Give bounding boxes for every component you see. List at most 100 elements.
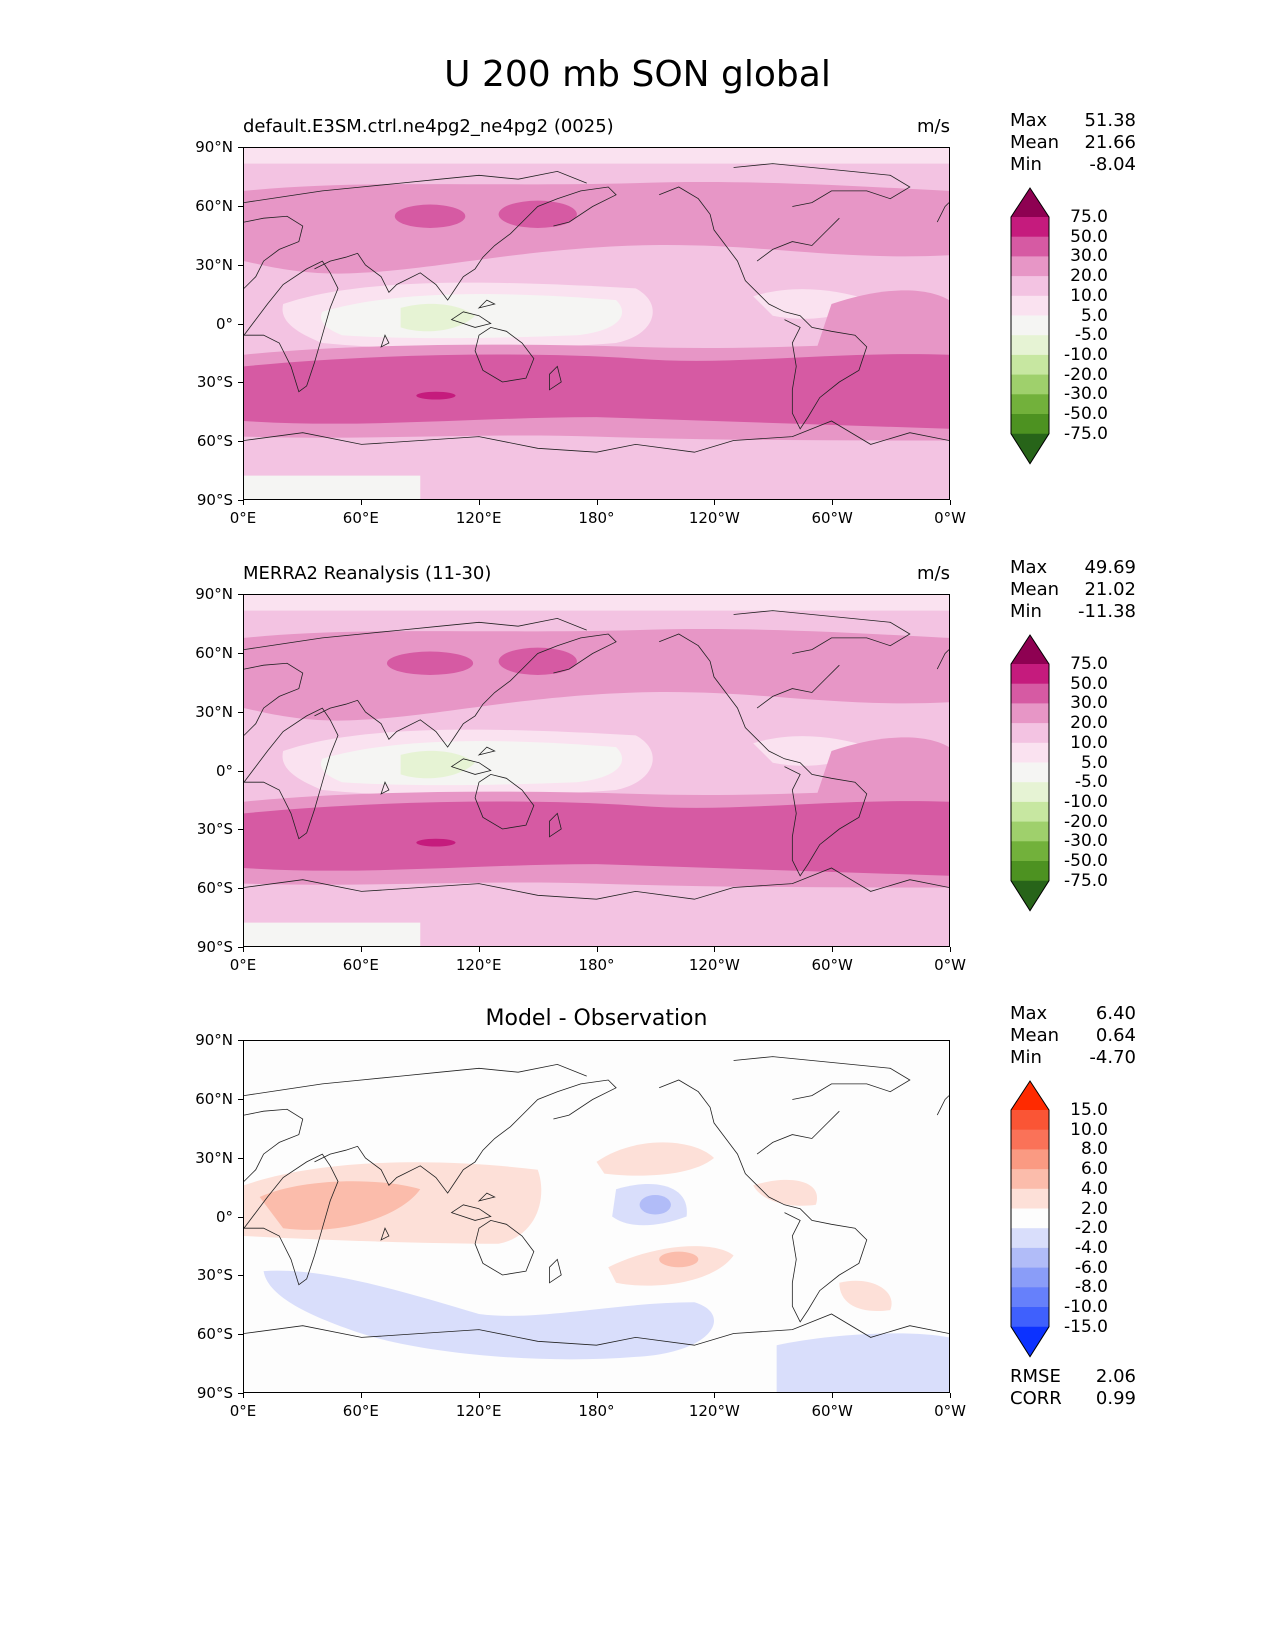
x-tick-label: 120°E (455, 1402, 502, 1420)
reference-stats: Max 49.69 Mean 21.02 Min -11.38 (1010, 557, 1136, 623)
y-tick-label: 90°N (195, 138, 233, 156)
colorbar-tick-label: 8.0 (1080, 1139, 1108, 1160)
coastline-segment (381, 1228, 389, 1240)
x-tick-label: 60°E (342, 956, 379, 974)
x-tick-mark (950, 500, 951, 505)
x-tick-mark (478, 1393, 480, 1398)
y-tick-label: 90°S (196, 938, 233, 956)
diff-map-canvas (244, 1041, 949, 1392)
coastline-segment (452, 1205, 491, 1221)
colorbar-segment (1011, 664, 1049, 685)
coastline-segment (475, 774, 534, 829)
colorbar-tick-label: -10.0 (1064, 344, 1108, 365)
coastline-segment (244, 261, 338, 392)
y-tick-mark (238, 323, 243, 325)
colorbar-segment (1011, 1149, 1049, 1170)
colorbar-extend-min (1011, 880, 1049, 911)
x-tick-mark (596, 1393, 598, 1398)
coastline-segment (315, 1080, 617, 1193)
x-tick-mark (832, 1393, 834, 1398)
colorbar-tick-label: -30.0 (1064, 384, 1108, 405)
colorbar-segment (1011, 236, 1049, 257)
colorbar-segment (1011, 723, 1049, 744)
x-tick-mark (243, 947, 244, 952)
y-tick-label: 60°N (195, 643, 233, 662)
colorbar-tick-label: -6.0 (1074, 1257, 1108, 1278)
colorbar-segment (1011, 703, 1049, 724)
figure-title: U 200 mb SON global (444, 54, 831, 95)
stat-row: Min -8.04 (1010, 154, 1136, 176)
coastline-segment (757, 218, 839, 261)
diff-extra-stats: RMSE 2.06 CORR 0.99 (1010, 1366, 1136, 1410)
stat-row: Min -11.38 (1010, 601, 1136, 623)
coastline-segment (734, 164, 910, 207)
x-tick-label: 120°W (688, 956, 740, 974)
y-tick-mark (238, 947, 243, 948)
colorbar-segment (1011, 374, 1049, 395)
coastline-segment (550, 813, 562, 836)
colorbar-tick-label: -10.0 (1064, 1297, 1108, 1317)
x-tick-mark (714, 947, 716, 952)
x-tick-mark (714, 500, 716, 505)
colorbar-segment (1011, 1129, 1049, 1150)
y-tick-label: 60°N (195, 1089, 233, 1108)
stat-label: CORR (1010, 1388, 1062, 1409)
test-stats: Max 51.38 Mean 21.66 Min -8.04 (1010, 110, 1136, 176)
stat-value: 21.66 (1084, 132, 1136, 153)
stat-row: Max 49.69 (1010, 557, 1136, 579)
reference-colorbar-wrap (1010, 634, 1050, 913)
coastline-segment (659, 1080, 867, 1322)
reference-map-canvas (244, 595, 949, 946)
y-tick-label: 30°S (196, 1266, 233, 1285)
coastline-segment (659, 187, 867, 429)
coastlines (244, 164, 949, 453)
stat-row: Max 51.38 (1010, 110, 1136, 132)
x-tick-label: 120°W (688, 1402, 740, 1420)
colorbar-segment (1011, 1169, 1049, 1190)
coastline-segment (479, 747, 495, 755)
colorbar-tick-label: 50.0 (1070, 673, 1108, 694)
stat-row: CORR 0.99 (1010, 1388, 1136, 1410)
stat-label: Mean (1010, 579, 1060, 600)
diff-map[interactable] (243, 1040, 950, 1393)
colorbar-segment (1011, 762, 1049, 783)
colorbar-segment (1011, 821, 1049, 842)
y-tick-mark (238, 205, 243, 207)
x-tick-mark (950, 947, 951, 952)
x-tick-label: 60°E (342, 1402, 379, 1420)
colorbar-segment (1011, 1287, 1049, 1308)
coastline-segment (452, 759, 491, 775)
colorbar-extend-max (1011, 1081, 1049, 1110)
test-map[interactable] (243, 147, 950, 500)
coastline-segment (244, 216, 303, 288)
coastline-segment (937, 1096, 949, 1116)
stat-value: 2.06 (1095, 1366, 1136, 1387)
x-tick-mark (596, 947, 598, 952)
coastline-segment (757, 1111, 839, 1154)
stat-label: Mean (1010, 1025, 1060, 1046)
y-tick-label: 0° (215, 761, 233, 780)
colorbar-segment (1011, 683, 1049, 704)
reference-map[interactable] (243, 594, 950, 947)
colorbar-extend-min (1011, 1326, 1049, 1357)
x-tick-mark (360, 1393, 362, 1398)
colorbar-tick-label: -30.0 (1064, 831, 1108, 852)
colorbar-tick-label: 20.0 (1070, 266, 1108, 287)
y-tick-mark (238, 1216, 243, 1218)
coastline-segment (381, 782, 389, 794)
y-tick-mark (238, 1098, 243, 1100)
colorbar-tick-label: 30.0 (1070, 693, 1108, 714)
colorbar-segment (1011, 742, 1049, 763)
y-tick-label: 30°N (195, 702, 233, 721)
y-tick-mark (238, 382, 243, 384)
colorbar-tick-label: 4.0 (1080, 1178, 1108, 1199)
contour-fill (244, 1041, 949, 1392)
y-tick-mark (238, 711, 243, 713)
x-tick-mark (478, 947, 480, 952)
colorbar-segment (1011, 295, 1049, 316)
colorbar-tick-label: 5.0 (1080, 752, 1108, 773)
coastline-segment (757, 665, 839, 708)
x-tick-label: 60°W (811, 1402, 853, 1420)
x-tick-label: 60°E (342, 509, 379, 527)
y-tick-mark (238, 829, 243, 831)
